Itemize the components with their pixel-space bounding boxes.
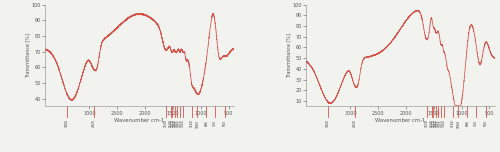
Text: 1425: 1425 — [175, 120, 179, 127]
X-axis label: Wavenumber cm-1: Wavenumber cm-1 — [114, 118, 164, 123]
Text: 1160: 1160 — [190, 120, 194, 127]
Text: 1320: 1320 — [181, 120, 185, 127]
Text: 1060: 1060 — [456, 120, 460, 128]
Text: 1510: 1510 — [170, 120, 174, 127]
Text: 1630: 1630 — [424, 120, 428, 127]
Text: 3400: 3400 — [326, 120, 330, 127]
Text: 1060: 1060 — [196, 120, 200, 128]
Text: 2920: 2920 — [92, 120, 96, 127]
Text: 1540: 1540 — [430, 120, 434, 127]
X-axis label: Wavenumber cm-1: Wavenumber cm-1 — [376, 118, 426, 123]
Text: 1425: 1425 — [436, 120, 440, 127]
Text: 2920: 2920 — [353, 120, 357, 127]
Text: 750: 750 — [212, 120, 216, 126]
Text: 896: 896 — [466, 120, 469, 126]
Text: 1540: 1540 — [168, 120, 172, 127]
Text: 1630: 1630 — [164, 120, 168, 127]
Text: 560: 560 — [223, 120, 227, 126]
Y-axis label: Transmittance [%]: Transmittance [%] — [25, 33, 30, 78]
Text: 1160: 1160 — [450, 120, 454, 127]
Y-axis label: Transmittance [%]: Transmittance [%] — [286, 33, 291, 78]
Text: 750: 750 — [474, 120, 478, 126]
Text: 896: 896 — [204, 120, 208, 126]
Text: 1375: 1375 — [439, 120, 443, 127]
Text: 3400: 3400 — [65, 120, 69, 127]
Text: 1320: 1320 — [442, 120, 446, 127]
Text: 1375: 1375 — [178, 120, 182, 127]
Text: 560: 560 — [484, 120, 488, 126]
Text: 1460: 1460 — [173, 120, 177, 127]
Text: 1460: 1460 — [434, 120, 438, 127]
Text: 1510: 1510 — [432, 120, 436, 127]
